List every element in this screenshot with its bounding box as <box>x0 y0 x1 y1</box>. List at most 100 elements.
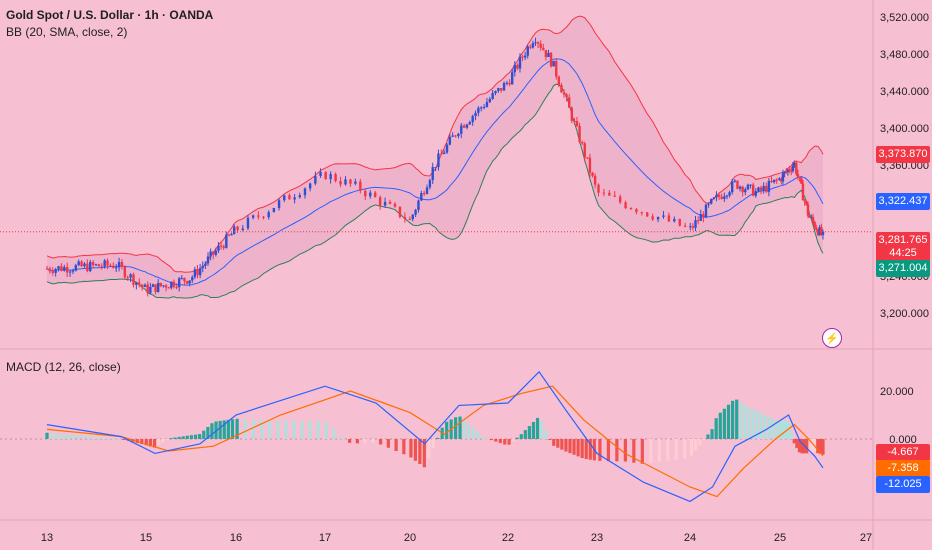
macd-histogram-bar <box>755 411 759 439</box>
macd-histogram-bar <box>763 415 768 439</box>
candle-body <box>689 226 692 228</box>
candle-body <box>425 187 429 194</box>
candle-body <box>560 85 563 93</box>
macd-histogram-bar <box>552 439 556 446</box>
candle-body <box>68 271 72 273</box>
candle-body <box>109 265 112 267</box>
macd-histogram-bar <box>332 429 336 439</box>
candle-body <box>712 197 716 199</box>
macd-tick-label: 20.000 <box>880 386 914 398</box>
candle-body <box>728 192 731 196</box>
macd-histogram-bar <box>560 439 564 450</box>
candle-body <box>417 200 420 210</box>
candle-body <box>818 227 821 235</box>
candle-body <box>196 269 199 276</box>
candle-body <box>431 167 434 181</box>
macd-histogram-bar <box>413 439 417 461</box>
candle-body <box>521 56 524 58</box>
macd-histogram-bar <box>218 420 222 439</box>
macd-histogram-bar <box>795 439 799 448</box>
candle-body <box>821 231 825 235</box>
candle-body <box>303 188 307 196</box>
candle-body <box>485 102 489 108</box>
candle-body <box>702 214 705 218</box>
candle-body <box>308 183 312 189</box>
macd-histogram-bar <box>767 417 772 439</box>
macd-histogram-bar <box>193 434 198 439</box>
candle-body <box>454 135 457 137</box>
candle-body <box>191 277 194 281</box>
candle-body <box>725 195 729 197</box>
candle-body <box>106 260 109 266</box>
macd-histogram-bar <box>797 439 802 453</box>
macd-histogram-bar <box>498 439 502 444</box>
macd-histogram-bar <box>747 407 751 439</box>
time-tick-label: 24 <box>684 532 696 544</box>
candle-body <box>154 284 157 292</box>
macd-histogram-bar <box>683 439 687 459</box>
candle-body <box>544 50 548 58</box>
candle-body <box>103 260 106 267</box>
macd-histogram-bar <box>485 438 489 440</box>
candle-body <box>283 195 286 201</box>
candle-body <box>508 82 511 85</box>
macd-histogram-bar <box>76 435 81 439</box>
candle-body <box>552 60 555 67</box>
candle-body <box>568 97 571 108</box>
candle-body <box>673 218 676 222</box>
candle-body <box>549 52 553 67</box>
symbol-title[interactable]: Gold Spot / U.S. Dollar · 1h · OANDA <box>6 8 214 22</box>
candle-body <box>149 286 152 294</box>
time-tick-label: 16 <box>230 532 242 544</box>
macd-histogram-bar <box>527 426 532 439</box>
macd-indicator-legend[interactable]: MACD (12, 26, close) <box>6 360 121 374</box>
candle-body <box>378 197 382 206</box>
candle-body <box>651 216 654 220</box>
macd-histogram-bar <box>503 439 507 445</box>
macd-histogram-bar <box>458 416 462 439</box>
macd-histogram-bar <box>72 435 76 439</box>
macd-histogram-bar <box>54 433 58 439</box>
macd-histogram-bar <box>422 439 426 468</box>
candle-body <box>720 196 723 199</box>
bb-lower-label: 3,271.004 <box>876 260 930 277</box>
candle-body <box>230 234 233 236</box>
candle-body <box>733 180 737 182</box>
macd-histogram-bar <box>104 437 108 439</box>
price-tick-label: 3,200.000 <box>880 308 929 320</box>
macd-histogram-bar <box>148 439 152 447</box>
macd-histogram-bar <box>386 439 390 448</box>
candle-body <box>445 144 449 153</box>
candle-body <box>63 267 66 271</box>
candle-body <box>214 250 218 255</box>
candle-body <box>783 171 786 174</box>
lightning-icon[interactable]: ⚡ <box>822 328 842 348</box>
candle-body <box>505 82 509 84</box>
macd-histogram-bar <box>706 434 710 439</box>
candle-body <box>212 251 215 255</box>
bb-indicator-legend[interactable]: BB (20, SMA, close, 2) <box>6 25 128 39</box>
candle-body <box>132 274 135 285</box>
macd-histogram-bar <box>156 439 161 446</box>
candle-body <box>624 202 627 209</box>
macd-signal-label: -7.358 <box>876 460 930 477</box>
candle-body <box>422 193 426 195</box>
macd-histogram-bar <box>539 421 544 439</box>
macd-histogram-bar <box>445 421 449 439</box>
candle-body <box>534 42 537 44</box>
candle-body <box>717 194 721 197</box>
candle-body <box>86 263 89 272</box>
macd-histogram-bar <box>572 439 576 455</box>
macd-histogram-bar <box>418 439 422 465</box>
candle-body <box>159 282 163 286</box>
macd-histogram-bar <box>189 435 194 439</box>
macd-histogram-bar <box>402 439 406 455</box>
candle-body <box>241 228 244 230</box>
candle-body <box>523 55 527 58</box>
macd-zero-label: 0.000 <box>889 434 917 446</box>
macd-histogram-bar <box>235 418 239 439</box>
candle-body <box>403 216 407 219</box>
candle-body <box>209 251 212 257</box>
macd-histogram-bar <box>726 404 731 439</box>
candle-body <box>536 42 540 44</box>
